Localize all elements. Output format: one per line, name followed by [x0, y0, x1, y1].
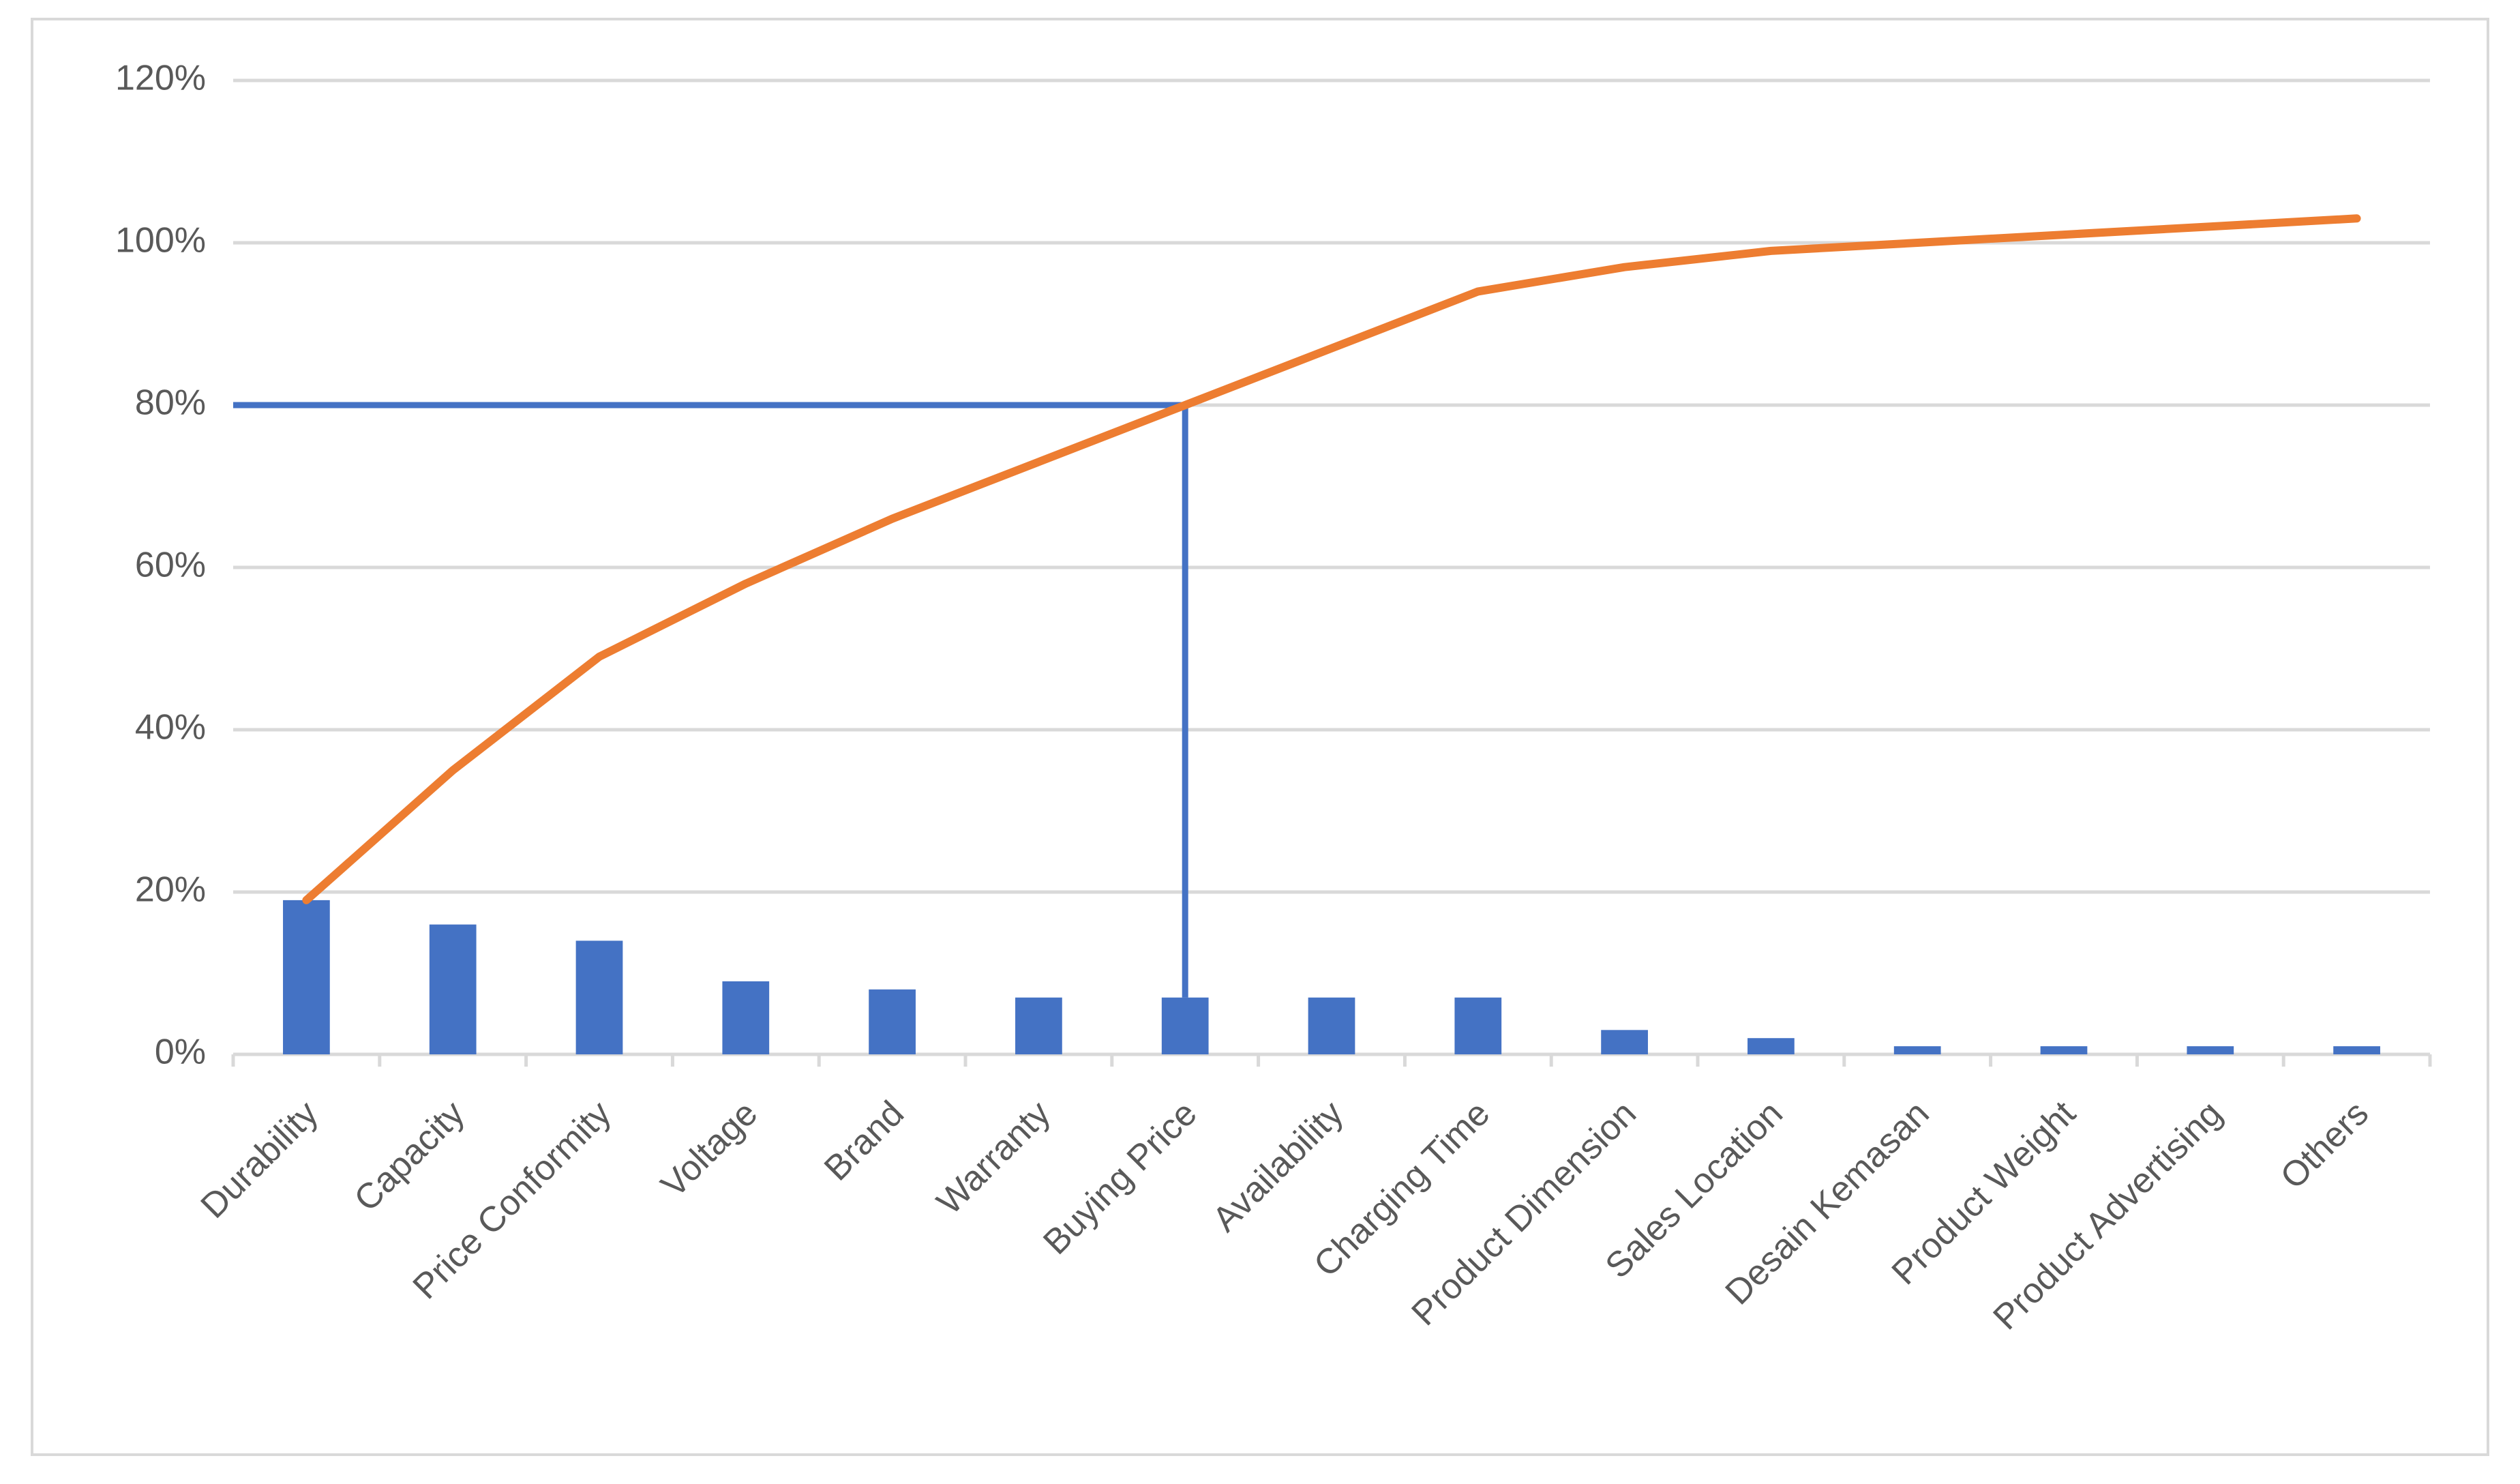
y-tick-label: 60%	[135, 546, 206, 585]
bar	[1747, 1038, 1795, 1054]
bar	[2333, 1046, 2380, 1054]
cumulative-line	[302, 214, 2361, 904]
y-tick-label: 20%	[135, 870, 206, 910]
bar	[1454, 997, 1502, 1054]
y-tick-label: 0%	[155, 1033, 206, 1072]
y-tick-label: 100%	[115, 221, 206, 261]
chart-border	[31, 18, 2489, 1456]
bar	[869, 989, 916, 1054]
bar	[2040, 1046, 2088, 1054]
bar	[1015, 997, 1062, 1054]
bar	[1601, 1030, 1648, 1054]
bar	[283, 900, 330, 1054]
bar	[429, 924, 477, 1054]
bar	[2187, 1046, 2234, 1054]
y-tick-label: 80%	[135, 383, 206, 423]
bar	[1893, 1046, 1941, 1054]
bar	[722, 981, 770, 1054]
bar	[1308, 997, 1355, 1054]
bar	[1161, 997, 1209, 1054]
bar	[575, 940, 623, 1054]
y-tick-label: 40%	[135, 708, 206, 747]
y-tick-label: 120%	[115, 59, 206, 98]
